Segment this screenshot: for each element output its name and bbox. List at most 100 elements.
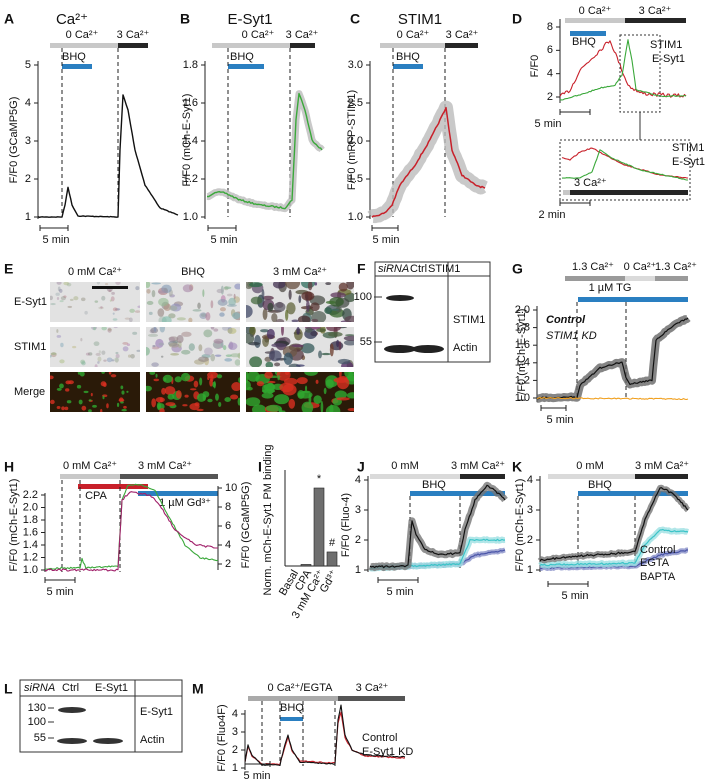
blob [216, 288, 224, 294]
panel-letter: F [357, 261, 366, 277]
blob [56, 296, 60, 300]
blob [262, 295, 274, 301]
trace [539, 528, 689, 567]
tick-label: 1.0 [183, 211, 198, 223]
blob [274, 362, 281, 367]
blob [347, 408, 354, 412]
blob [61, 406, 65, 411]
blob [251, 404, 267, 412]
blob [274, 394, 290, 405]
blob [266, 328, 275, 340]
blob [126, 343, 131, 347]
blob [106, 403, 109, 409]
label: BHQ [181, 266, 205, 278]
blob [96, 282, 101, 285]
blob [314, 282, 318, 286]
bar [563, 190, 570, 195]
annotation: # [329, 537, 336, 549]
blob [69, 298, 74, 301]
blob [267, 302, 274, 312]
blob [157, 308, 165, 317]
blob [155, 373, 158, 378]
blob [57, 286, 61, 292]
trace [559, 39, 687, 101]
tick-label: 1.5 [348, 173, 363, 185]
blob [188, 343, 195, 351]
blob [226, 304, 237, 307]
blob [210, 327, 215, 330]
annotation: * [317, 473, 322, 485]
blob [329, 297, 344, 307]
blob [260, 329, 269, 333]
blob [331, 308, 340, 311]
label: 0 Ca²⁺/EGTA [268, 682, 334, 694]
blob [194, 402, 200, 407]
blob [325, 379, 334, 389]
tick-label: 6 [547, 44, 553, 56]
tick-label: 1.6 [183, 97, 198, 109]
micrograph [246, 372, 354, 412]
blob [234, 359, 240, 366]
blob [50, 352, 57, 356]
blob [215, 393, 219, 401]
blob [87, 352, 93, 356]
blob [231, 382, 240, 392]
blob [347, 373, 354, 382]
blob [304, 385, 308, 392]
blob [176, 335, 184, 344]
tick-label: 8 [225, 501, 231, 513]
blob [246, 397, 261, 407]
blob [108, 372, 112, 375]
bar [228, 64, 264, 69]
trace [559, 40, 687, 98]
blob [83, 390, 89, 394]
tick-label: 1.6 [515, 339, 530, 351]
blob [81, 361, 86, 366]
bar [570, 190, 688, 195]
tick-label: 4 [25, 97, 31, 109]
blob [110, 296, 115, 302]
blob [207, 398, 213, 403]
blob [106, 357, 113, 363]
trace [536, 317, 689, 400]
blob [344, 334, 354, 337]
blob [81, 405, 87, 411]
label: E-Syt1 [14, 296, 47, 308]
blob [296, 377, 308, 385]
blob [151, 282, 162, 285]
label: 1.3 Ca²⁺ [655, 261, 697, 273]
blob [238, 377, 240, 383]
blob [120, 385, 124, 390]
blob [275, 318, 285, 322]
blob [254, 334, 261, 348]
blob [295, 364, 305, 367]
scale-label: 5 min [562, 590, 589, 602]
blob [161, 316, 172, 322]
blob [264, 372, 274, 379]
tick-label: 3 [25, 135, 31, 147]
blob [151, 346, 160, 350]
tick-label: 3 [355, 504, 361, 516]
blob [167, 393, 175, 400]
axis-label: F/F0 (mCh-E-Syt1) [514, 479, 526, 572]
blob [80, 297, 86, 302]
blob [230, 394, 239, 400]
blob [60, 296, 66, 301]
blob [56, 406, 61, 410]
blob [56, 329, 59, 333]
legend-label: E-Syt1 [652, 53, 685, 65]
blob [246, 305, 253, 318]
bar [625, 18, 686, 23]
blob [213, 328, 219, 332]
blob [315, 379, 319, 384]
label: 3 Ca²⁺ [356, 682, 389, 694]
blob [98, 350, 101, 354]
tick-label: 1 [232, 762, 238, 774]
blob [151, 362, 159, 367]
blob [207, 372, 219, 379]
blob [249, 282, 263, 288]
tick-label: 1.0 [515, 392, 530, 404]
label: BHQ [396, 51, 420, 63]
band [57, 738, 87, 744]
